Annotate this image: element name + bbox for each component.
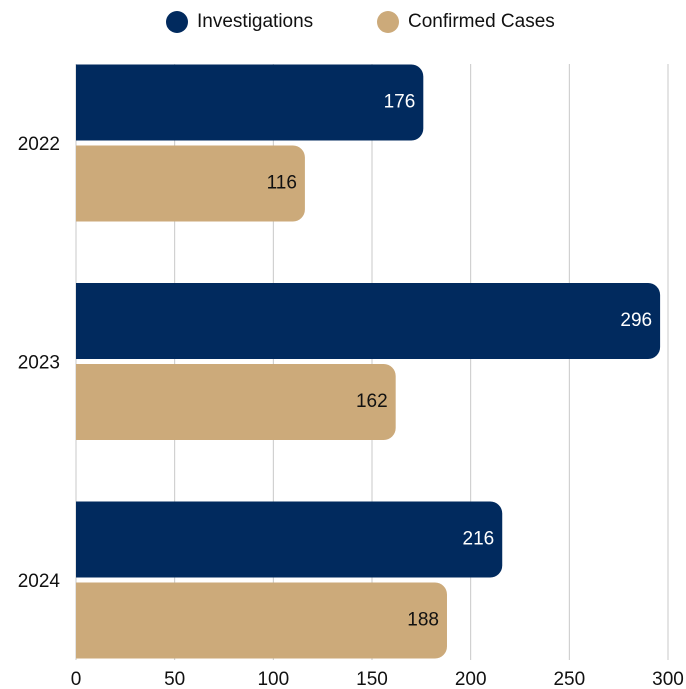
- value-label: 162: [356, 391, 388, 412]
- y-tick-label: 2022: [18, 134, 60, 155]
- bar: [76, 145, 305, 222]
- x-tick-label: 300: [652, 669, 684, 689]
- legend-swatch: [166, 11, 188, 33]
- x-tick-label: 150: [356, 669, 388, 689]
- bar: [76, 582, 447, 659]
- y-tick-label: 2024: [18, 571, 61, 592]
- x-tick-label: 0: [71, 669, 82, 689]
- x-tick-label: 200: [455, 669, 487, 689]
- value-label: 216: [463, 529, 495, 550]
- x-tick-label: 100: [257, 669, 289, 689]
- value-label: 176: [384, 92, 416, 113]
- bar: [76, 283, 661, 359]
- legend-label: Investigations: [197, 11, 313, 32]
- y-tick-label: 2023: [18, 353, 60, 374]
- value-label: 296: [620, 310, 652, 331]
- value-label: 188: [407, 610, 439, 631]
- legend-swatch: [377, 11, 399, 33]
- x-tick-label: 50: [164, 669, 185, 689]
- bar: [76, 501, 503, 578]
- bar: [76, 364, 396, 440]
- value-label: 116: [267, 173, 297, 194]
- x-tick-label: 250: [553, 669, 585, 689]
- legend-label: Confirmed Cases: [408, 11, 555, 32]
- bar: [76, 64, 424, 141]
